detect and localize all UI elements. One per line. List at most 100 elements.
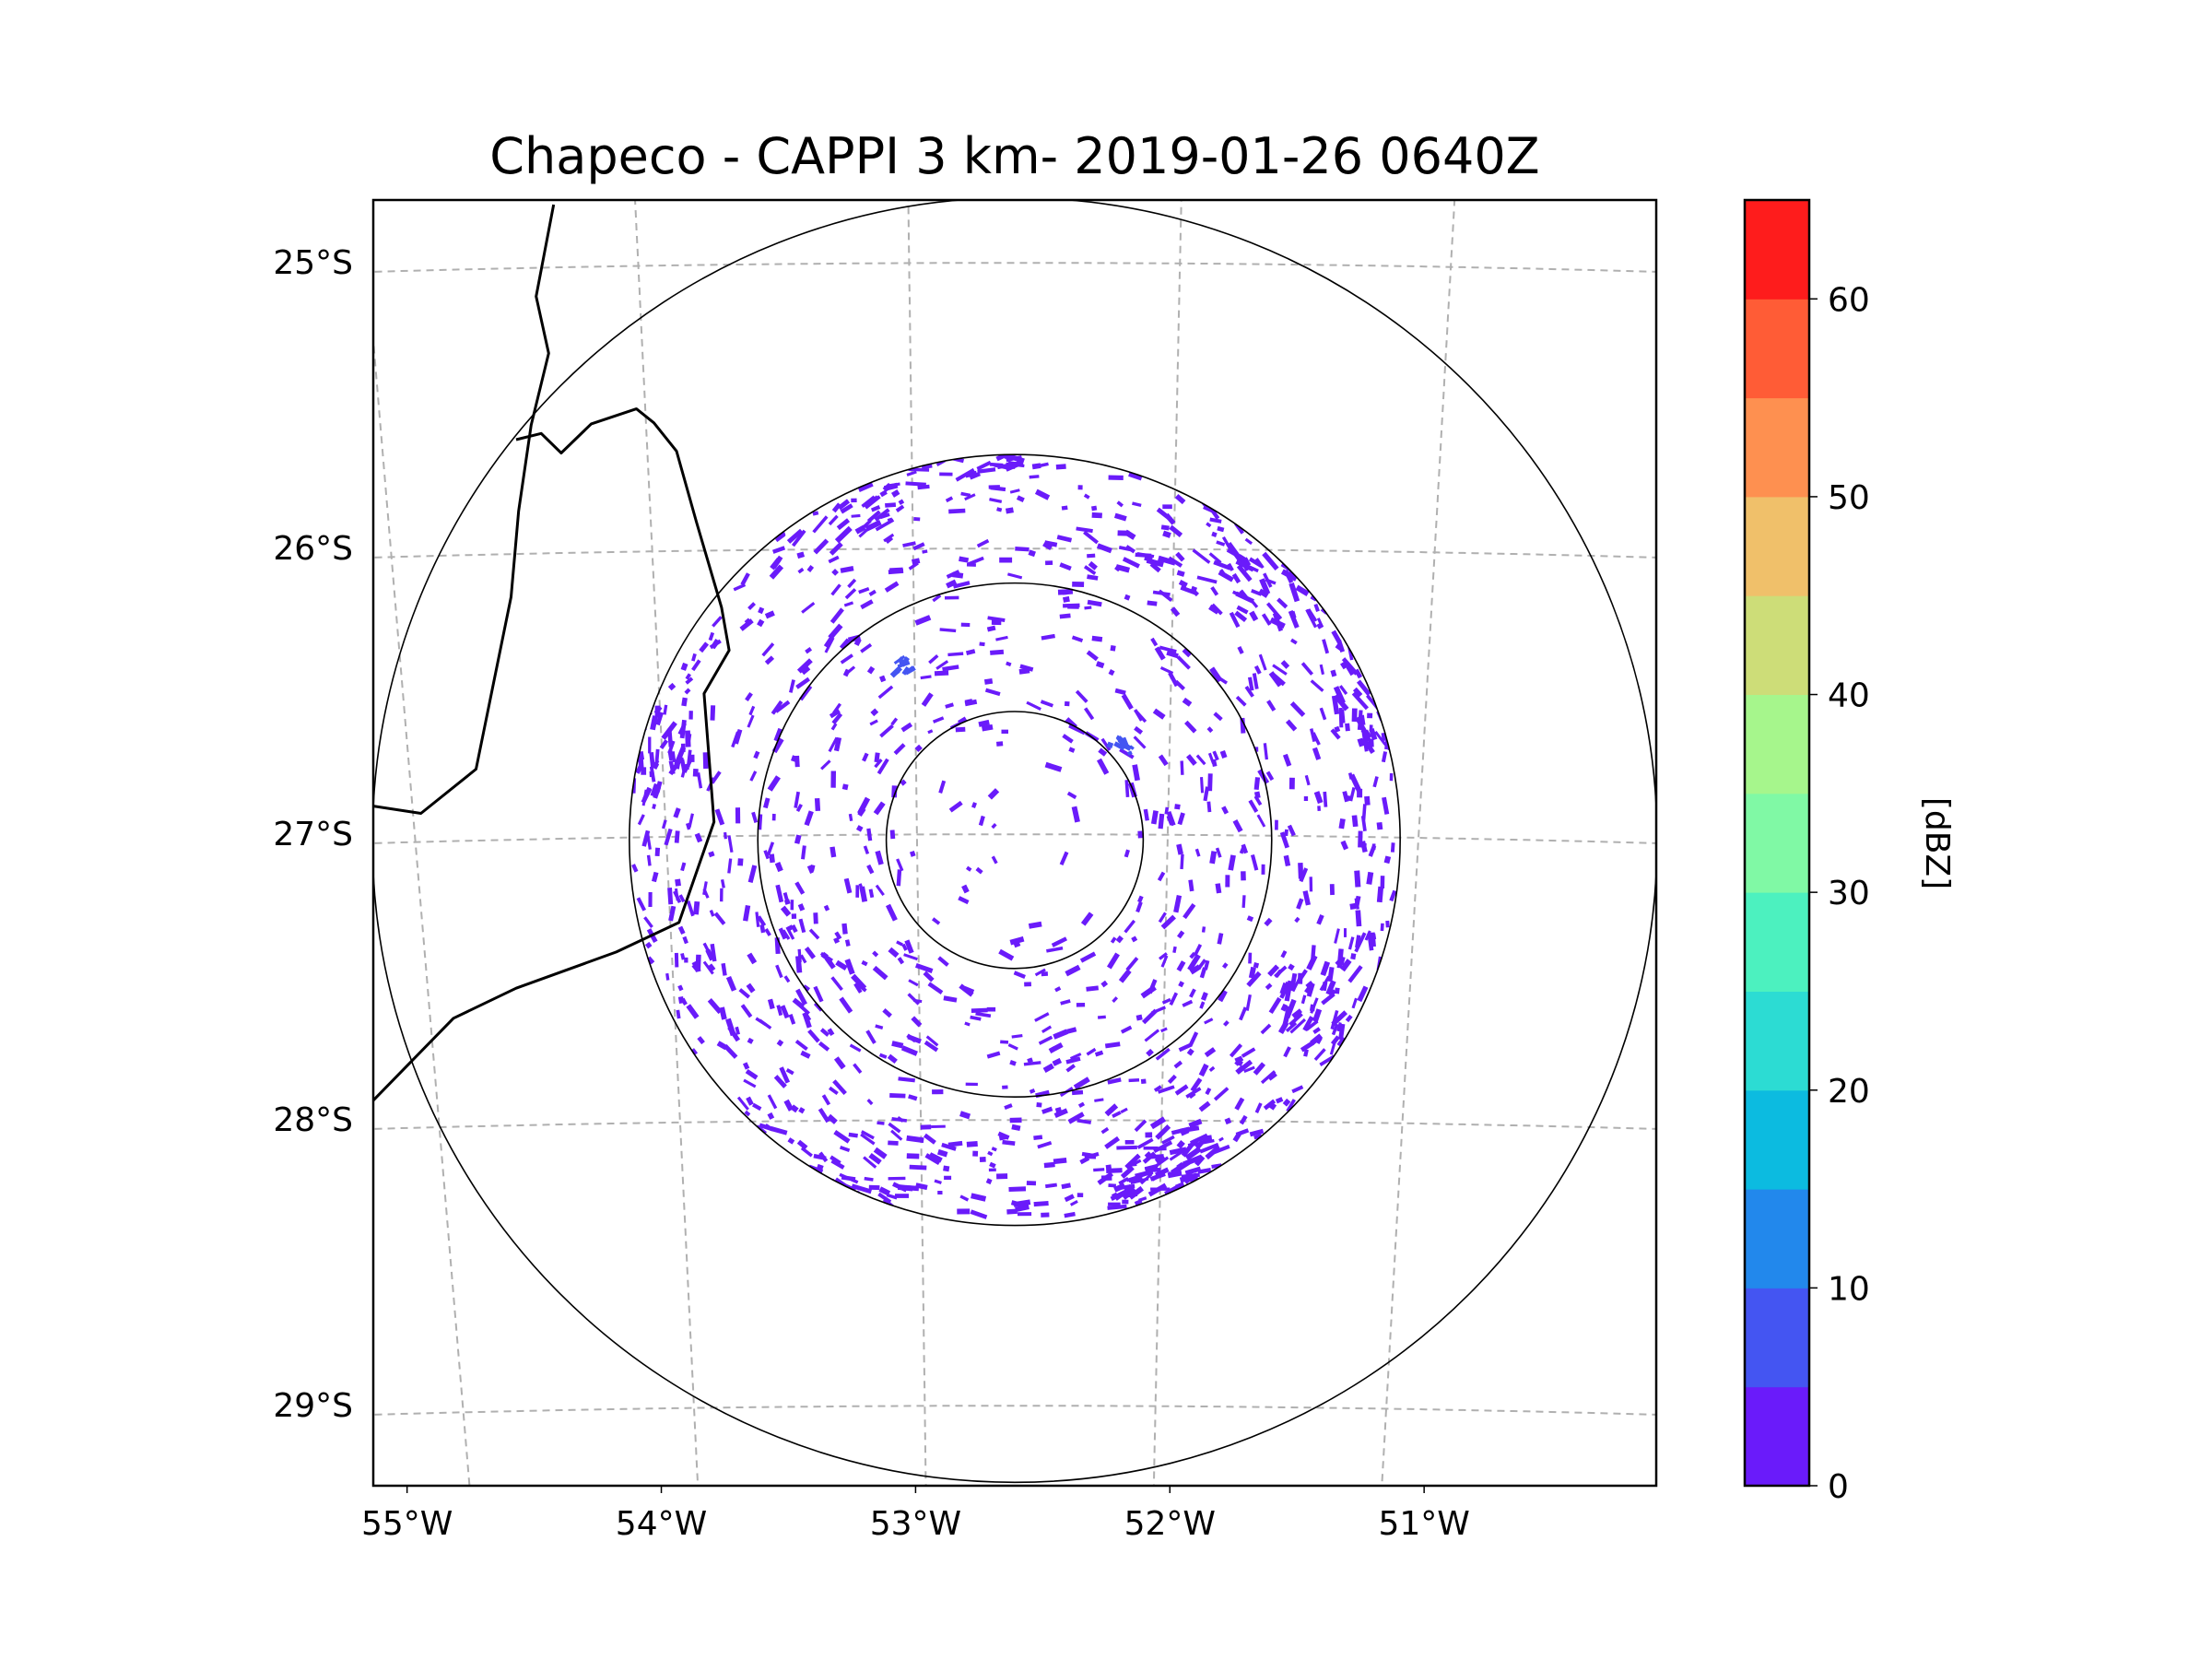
echo-speck xyxy=(1194,1155,1206,1167)
echo-speck xyxy=(744,618,752,626)
echo-speck xyxy=(1128,1078,1140,1083)
echo-speck xyxy=(1150,1006,1167,1015)
echo-speck xyxy=(1143,808,1149,821)
echo-speck xyxy=(1223,1019,1230,1027)
echo-speck xyxy=(1153,1085,1162,1092)
echo-speck xyxy=(1105,1164,1112,1170)
echo-speck xyxy=(866,828,873,841)
echo-speck xyxy=(839,1145,851,1153)
echo-speck xyxy=(1170,606,1181,618)
echo-speck xyxy=(1117,530,1130,536)
echo-speck xyxy=(927,729,934,735)
echo-speck xyxy=(925,1035,939,1047)
echo-speck xyxy=(1136,1137,1154,1149)
echo-speck xyxy=(780,1005,790,1019)
echo-speck xyxy=(797,948,802,963)
echo-speck xyxy=(794,1039,808,1052)
echo-speck xyxy=(1147,600,1158,606)
echo-speck xyxy=(1261,864,1265,875)
echo-speck xyxy=(1069,1199,1078,1206)
echo-speck xyxy=(888,482,900,488)
echo-speck xyxy=(1104,1135,1121,1149)
echo-speck xyxy=(1277,597,1288,609)
echo-speck xyxy=(1279,991,1287,999)
echo-speck xyxy=(736,1096,749,1111)
echo-speck xyxy=(1045,1182,1058,1189)
echo-speck xyxy=(767,1112,775,1120)
echo-speck xyxy=(751,1102,762,1112)
echo-speck xyxy=(1344,928,1347,937)
meridian-line xyxy=(634,200,700,1486)
echo-speck xyxy=(898,499,905,505)
echo-speck xyxy=(1016,495,1025,503)
echo-speck xyxy=(848,1132,858,1138)
echo-speck xyxy=(958,716,968,725)
echo-speck xyxy=(1215,847,1222,858)
echo-speck xyxy=(844,939,851,947)
echo-speck xyxy=(1190,585,1198,593)
echo-speck xyxy=(1330,669,1337,677)
echo-speck xyxy=(1184,720,1197,734)
echo-speck xyxy=(1360,816,1367,831)
echo-speck xyxy=(888,1140,899,1146)
echo-speck xyxy=(1118,1177,1129,1185)
echo-speck xyxy=(1133,735,1147,749)
echo-speck xyxy=(1235,559,1255,572)
echo-speck xyxy=(702,881,708,896)
echo-speck xyxy=(833,736,842,752)
echo-speck xyxy=(1154,1154,1165,1164)
echo-speck xyxy=(832,1079,847,1096)
echo-speck xyxy=(909,1164,927,1171)
echo-speck xyxy=(939,472,953,477)
echo-speck xyxy=(1234,610,1248,623)
echo-speck xyxy=(998,948,1015,961)
echo-speck xyxy=(1287,824,1296,837)
echo-speck xyxy=(1206,522,1212,528)
meridian-line xyxy=(1381,200,1456,1486)
echo-speck xyxy=(1330,728,1341,740)
echo-speck xyxy=(1001,729,1009,735)
echo-speck xyxy=(1064,700,1070,707)
echo-speck xyxy=(959,556,970,563)
echo-speck xyxy=(976,538,990,548)
echo-speck xyxy=(1110,1188,1129,1202)
echo-speck xyxy=(791,913,797,920)
echo-speck xyxy=(1069,1053,1082,1060)
colorbar-band xyxy=(1745,1288,1809,1388)
echo-speck xyxy=(957,1208,971,1215)
range-ring xyxy=(629,453,1401,1227)
echo-speck xyxy=(1182,999,1194,1007)
echo-speck xyxy=(874,508,890,522)
echo-speck xyxy=(747,865,758,884)
echo-speck xyxy=(1051,936,1067,947)
echo-speck xyxy=(1080,912,1094,926)
echo-speck xyxy=(721,962,727,976)
colorbar-band xyxy=(1745,595,1809,695)
echo-speck xyxy=(896,858,904,872)
echo-speck xyxy=(913,516,921,522)
echo-speck xyxy=(1107,1077,1122,1085)
echo-speck xyxy=(1002,1085,1008,1089)
echo-speck xyxy=(745,1068,759,1080)
echo-speck xyxy=(1116,1145,1137,1150)
colorbar-frame xyxy=(1743,198,1811,1488)
echo-speck xyxy=(663,704,668,715)
echo-speck xyxy=(1066,1027,1077,1034)
echo-speck xyxy=(813,985,824,1003)
echo-speck xyxy=(1122,557,1140,569)
echo-speck xyxy=(691,653,697,662)
echo-speck xyxy=(1305,980,1314,990)
echo-speck xyxy=(1079,951,1097,963)
echo-speck xyxy=(909,851,916,857)
echo-speck xyxy=(1054,986,1062,993)
echo-speck xyxy=(1263,572,1273,588)
echo-speck xyxy=(1158,1085,1175,1094)
echo-speck xyxy=(965,1082,978,1087)
echo-speck xyxy=(1333,686,1346,704)
echo-speck xyxy=(688,711,693,720)
echo-speck xyxy=(938,780,947,794)
echo-speck xyxy=(898,1077,915,1083)
echo-speck xyxy=(1380,876,1385,889)
echo-speck xyxy=(1186,1048,1194,1056)
echo-speck xyxy=(1199,967,1207,979)
